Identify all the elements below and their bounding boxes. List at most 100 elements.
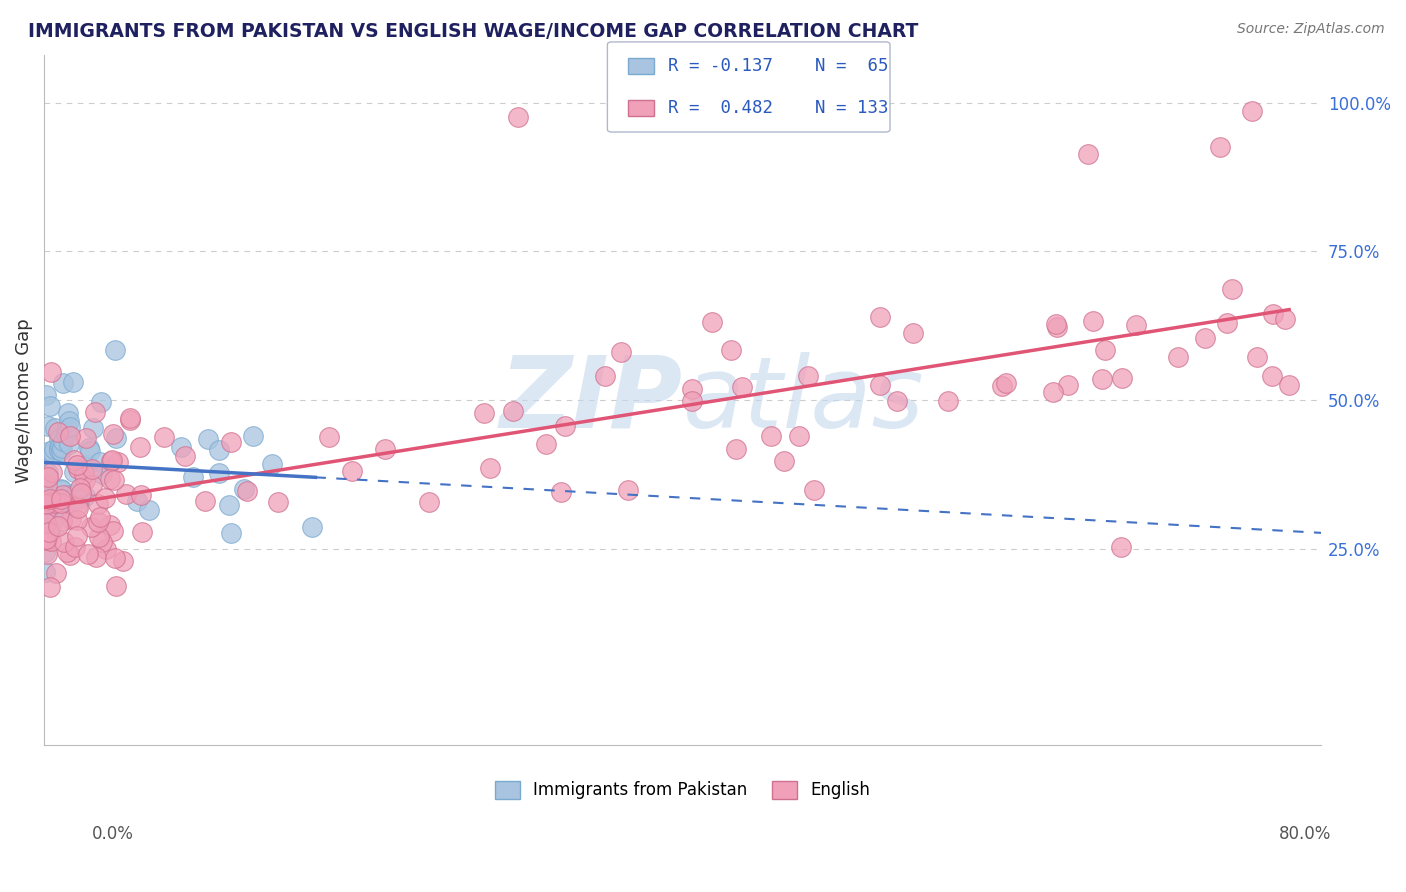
Point bbox=[41, 445, 63, 459]
Point bbox=[318, 430, 340, 444]
Point bbox=[35, 485, 58, 500]
Point bbox=[76, 547, 98, 561]
Point bbox=[34, 511, 56, 525]
Point bbox=[1125, 318, 1147, 332]
Point bbox=[731, 379, 754, 393]
Point bbox=[51, 514, 73, 528]
Point bbox=[772, 453, 794, 467]
Point bbox=[1263, 307, 1285, 321]
Point bbox=[51, 483, 73, 498]
Point bbox=[35, 532, 58, 546]
Point bbox=[35, 491, 58, 505]
Point bbox=[170, 440, 193, 454]
Point bbox=[218, 499, 240, 513]
Point bbox=[803, 483, 825, 497]
Point bbox=[1240, 104, 1263, 119]
Point bbox=[35, 497, 58, 511]
Point bbox=[66, 529, 89, 543]
Point bbox=[118, 413, 141, 427]
Point bbox=[1278, 378, 1301, 392]
Point bbox=[508, 110, 530, 124]
Point bbox=[73, 467, 96, 482]
Point bbox=[38, 525, 60, 540]
Text: 80.0%: 80.0% bbox=[1279, 825, 1331, 843]
Point bbox=[990, 378, 1012, 392]
Point bbox=[59, 548, 82, 562]
Point bbox=[49, 439, 72, 453]
Point bbox=[46, 519, 69, 533]
Point bbox=[1274, 312, 1296, 326]
Point bbox=[219, 526, 242, 541]
Point bbox=[39, 580, 62, 594]
Point bbox=[1261, 368, 1284, 383]
Point bbox=[66, 458, 89, 472]
Point bbox=[267, 495, 290, 509]
Point bbox=[39, 365, 62, 379]
Point bbox=[174, 449, 197, 463]
Point bbox=[82, 478, 104, 492]
Point bbox=[52, 503, 75, 517]
Point bbox=[45, 495, 67, 509]
Point bbox=[56, 406, 79, 420]
Point bbox=[59, 429, 82, 443]
Point bbox=[101, 427, 124, 442]
Point bbox=[39, 534, 62, 549]
Point bbox=[221, 435, 243, 450]
Point bbox=[1042, 384, 1064, 399]
Text: R =  0.482    N = 133: R = 0.482 N = 133 bbox=[668, 99, 889, 117]
Point bbox=[1167, 350, 1189, 364]
Point bbox=[89, 510, 111, 524]
Point bbox=[207, 442, 229, 457]
Point bbox=[94, 491, 117, 505]
Point bbox=[63, 465, 86, 479]
Point bbox=[936, 394, 959, 409]
Point bbox=[554, 418, 576, 433]
Point bbox=[41, 465, 63, 479]
Point bbox=[37, 547, 59, 561]
Point bbox=[129, 488, 152, 502]
Point bbox=[35, 516, 58, 531]
Point bbox=[76, 458, 98, 473]
Point bbox=[35, 388, 58, 402]
Point bbox=[103, 524, 125, 539]
Point bbox=[51, 496, 73, 510]
Point bbox=[1109, 541, 1132, 555]
Point bbox=[120, 411, 142, 425]
Point bbox=[340, 465, 363, 479]
Point bbox=[55, 426, 77, 441]
Point bbox=[550, 485, 572, 500]
Point bbox=[84, 549, 107, 564]
Point bbox=[197, 432, 219, 446]
Point bbox=[1215, 316, 1237, 330]
Point bbox=[56, 494, 79, 508]
Point bbox=[104, 550, 127, 565]
Point bbox=[610, 344, 633, 359]
Point bbox=[1046, 319, 1069, 334]
Point bbox=[48, 443, 70, 458]
Point bbox=[87, 516, 110, 530]
Point bbox=[75, 431, 97, 445]
Point bbox=[1194, 331, 1216, 345]
Point bbox=[77, 441, 100, 455]
Point bbox=[80, 520, 103, 534]
Point bbox=[44, 421, 66, 435]
Point bbox=[46, 425, 69, 439]
Point bbox=[593, 368, 616, 383]
Point bbox=[34, 544, 56, 558]
Point bbox=[37, 504, 59, 518]
Point bbox=[1209, 139, 1232, 153]
Point bbox=[87, 497, 110, 511]
Point bbox=[194, 494, 217, 508]
Point bbox=[502, 403, 524, 417]
Point bbox=[66, 513, 89, 527]
Point bbox=[58, 437, 80, 451]
Point bbox=[59, 512, 82, 526]
Point bbox=[52, 488, 75, 502]
Point bbox=[129, 440, 152, 454]
Point bbox=[235, 484, 257, 499]
Point bbox=[98, 472, 121, 486]
Point bbox=[787, 429, 810, 443]
Point bbox=[153, 430, 176, 444]
Point bbox=[1246, 350, 1268, 364]
Point bbox=[418, 495, 440, 509]
